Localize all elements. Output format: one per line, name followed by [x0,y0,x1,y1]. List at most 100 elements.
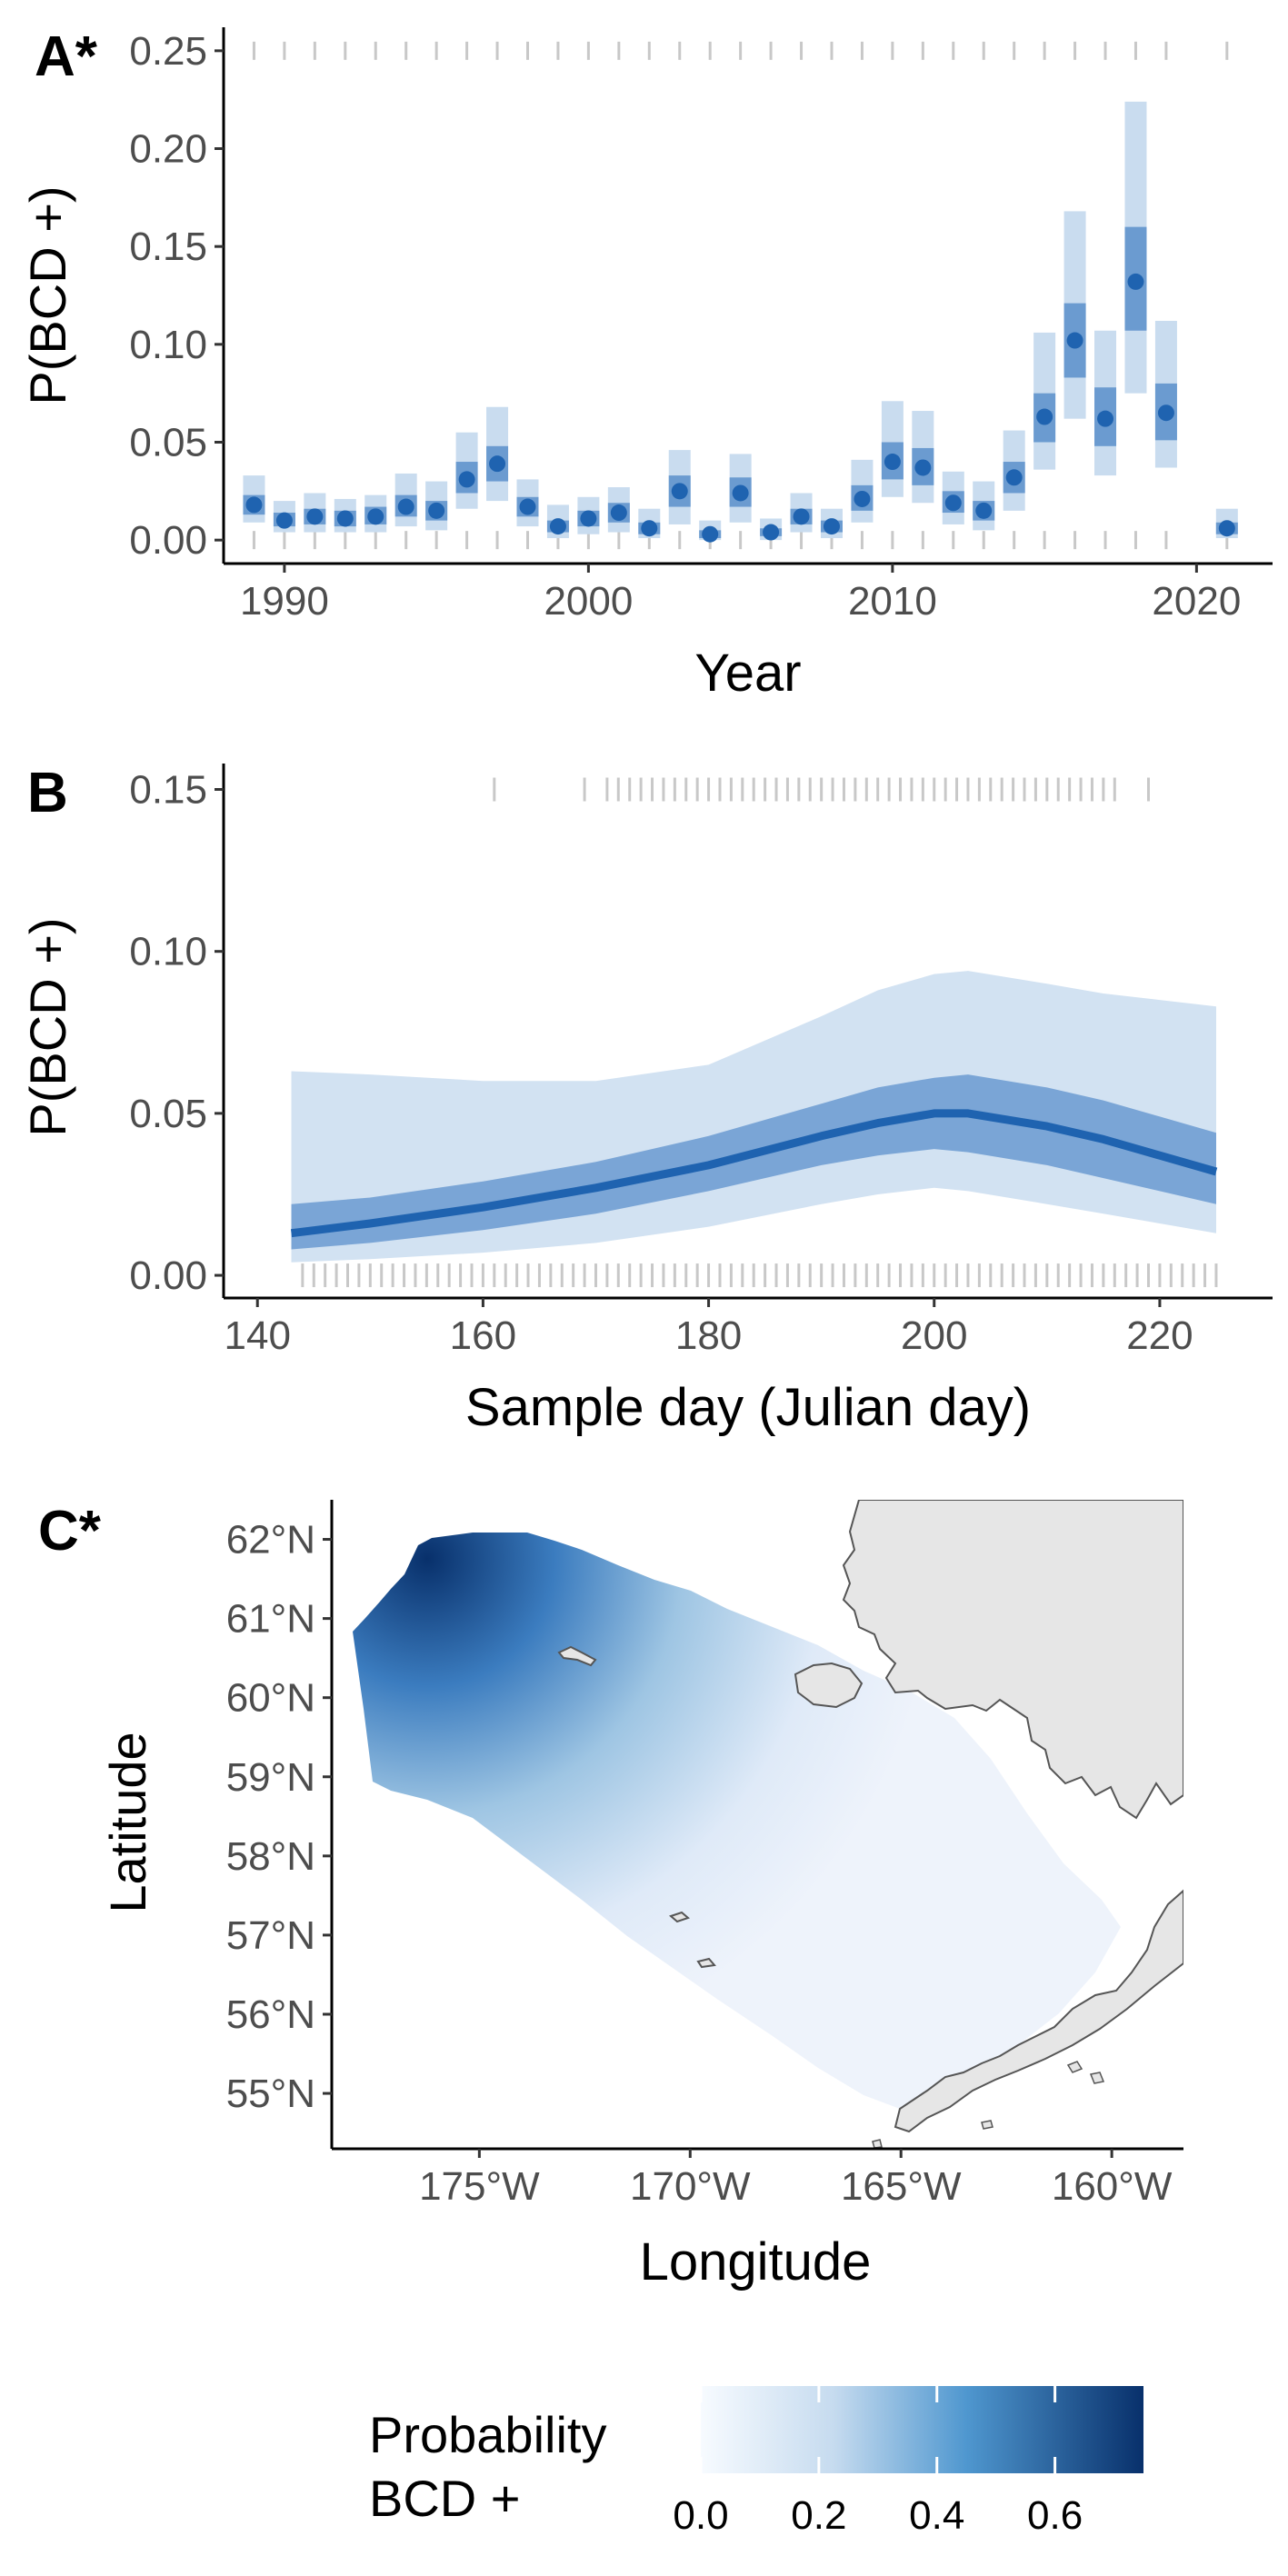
panel-b-y-tick-label: 0.00 [129,1253,207,1298]
estimate-point [763,524,780,541]
panel-c-y-tick-label: 62°N [226,1518,315,1563]
probability-surface [353,1533,1121,2109]
panel-b-y-label: P(BCD +) [19,917,76,1136]
legend-title-line2: BCD + [369,2470,521,2527]
nunivak-island [794,1662,864,1709]
panel-c-x-tick-label: 160°W [1052,2164,1173,2209]
estimate-point [1036,408,1053,425]
small-islands [872,2061,1105,2149]
estimate-point [823,518,840,535]
estimate-point [702,525,719,543]
panel-a-x-tick-label: 2010 [848,579,937,624]
panel-a-rug [252,41,1229,550]
panel-c-y-tick-label: 57°N [226,1913,315,1958]
panel-c-x-tick-label: 175°W [419,2164,540,2209]
panel-c-y-tick-label: 61°N [226,1597,315,1642]
panel-b-bands [290,971,1218,1263]
panel-b-x-tick-label: 180 [675,1313,742,1358]
panel-a-intervals [243,101,1238,541]
estimate-point [975,502,993,519]
panel-b-x-tick-label: 220 [1126,1313,1193,1358]
estimate-point [1097,410,1114,427]
panel-c-y-tick-label: 60°N [226,1676,315,1721]
panel-b-y-tick-label: 0.05 [129,1092,207,1136]
estimate-point [1157,404,1174,422]
estimate-point [306,508,324,525]
estimate-point [275,512,293,529]
estimate-point [397,498,414,515]
legend-tick-label: 0.4 [909,2493,964,2538]
alaska-peninsula [894,1889,1183,2133]
estimate-point [549,518,566,535]
panel-a-y-tick-label: 0.10 [129,323,207,367]
estimate-point [1066,332,1083,349]
estimate-point [458,471,475,488]
panel-c-x-tick-label: 170°W [630,2164,751,2209]
panel-b-y-tick-label: 0.15 [129,768,207,813]
legend: Probability BCD + 0.0 0.2 0.4 0.6 [369,2386,1143,2538]
panel-a-x-tick-label: 2000 [544,579,633,624]
panel-b-x-tick-label: 160 [450,1313,516,1358]
legend-colorbar [701,2386,1143,2473]
panel-c-y-label: Latitude [99,1732,156,1912]
estimate-point [580,510,597,527]
estimate-point [489,455,506,473]
panel-a-y-tick-label: 0.20 [129,127,207,172]
legend-title-line1: Probability [369,2406,606,2463]
estimate-point [428,502,445,519]
panel-a-x-tick-label: 2020 [1152,579,1241,624]
estimate-point [732,484,749,502]
panel-a-y-tick-label: 0.00 [129,518,207,563]
panel-b-label: B [27,762,68,824]
estimate-point [944,494,962,512]
panel-c-x-label: Longitude [640,2232,872,2291]
panel-c-x-ticks: 175°W 170°W 165°W 160°W [419,2149,1173,2209]
panel-b-y-tick-label: 0.10 [129,930,207,974]
st-george-island [696,1957,716,1969]
panel-a: A* 0.00 0.05 0.10 0.15 0.20 0.25 1990 2000 2010… [19,25,1273,703]
panel-b-y-ticks: 0.00 0.05 0.10 0.15 [129,768,224,1298]
estimate-point [1127,273,1144,290]
panel-c-y-tick-label: 56°N [226,1992,315,2037]
panel-a-x-ticks: 1990 2000 2010 2020 [240,564,1241,624]
estimate-point [641,520,658,537]
panel-a-y-ticks: 0.00 0.05 0.10 0.15 0.20 0.25 [129,29,224,563]
panel-a-points [245,273,1235,543]
panel-a-y-tick-label: 0.15 [129,225,207,269]
panel-b: B 0.00 0.05 0.10 0.15 140 160 180 200 220 P(BCD… [19,762,1273,1437]
estimate-point [1218,520,1235,537]
legend-tick-label: 0.0 [673,2493,728,2538]
panel-b-x-tick-label: 140 [225,1313,291,1358]
legend-ticks: 0.0 0.2 0.4 0.6 [673,2386,1083,2538]
mean-line [290,1109,1218,1238]
estimate-point [854,490,871,507]
panel-c-y-tick-label: 55°N [226,2072,315,2116]
panel-c-y-tick-label: 59°N [226,1755,315,1800]
estimate-point [914,459,932,476]
estimate-point [336,510,354,527]
estimate-point [793,508,810,525]
legend-tick-label: 0.2 [791,2493,846,2538]
map-area [353,1500,1183,2149]
st-matthew-island [557,1645,597,1667]
panel-b-x-ticks: 140 160 180 200 220 [225,1298,1193,1358]
panel-a-y-tick-label: 0.05 [129,420,207,464]
panel-b-rug [301,777,1218,1288]
panel-c-y-tick-label: 58°N [226,1834,315,1879]
panel-a-x-tick-label: 1990 [240,579,329,624]
panel-b-x-tick-label: 200 [901,1313,967,1358]
panel-b-x-label: Sample day (Julian day) [465,1378,1031,1437]
alaska-coast [842,1500,1183,1820]
estimate-point [610,504,627,522]
estimate-point [671,483,688,500]
estimate-point [884,454,901,471]
estimate-point [1005,469,1023,486]
estimate-point [519,498,536,515]
st-paul-island [669,1911,690,1923]
panel-a-y-label: P(BCD +) [19,185,76,404]
panel-a-y-tick-label: 0.25 [129,29,207,74]
panel-c-x-tick-label: 165°W [841,2164,962,2209]
panel-c-y-ticks: 55°N 56°N 57°N 58°N 59°N 60°N 61°N 62°N [226,1518,332,2116]
legend-tick-label: 0.6 [1027,2493,1083,2538]
